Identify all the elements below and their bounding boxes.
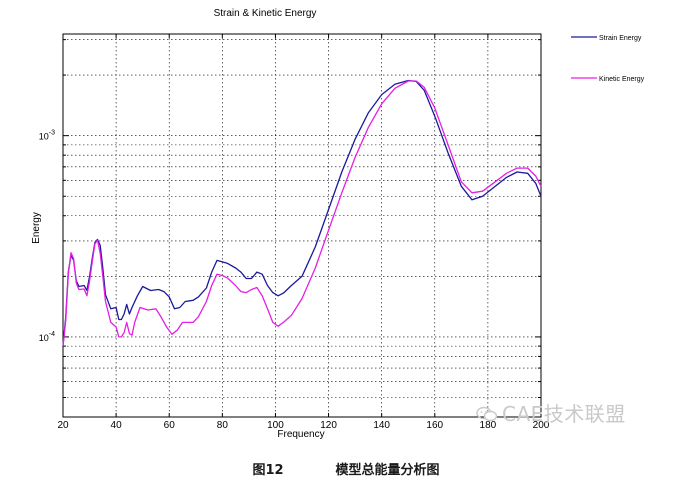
figure-title: 模型总能量分析图 <box>336 463 440 478</box>
x-tick-label: 80 <box>217 420 229 431</box>
chart-title: Strain & Kinetic Energy <box>214 8 317 19</box>
x-tick-label: 140 <box>373 420 390 431</box>
figure-caption: 图12 模型总能量分析图 <box>0 459 692 478</box>
x-tick-label: 160 <box>426 420 443 431</box>
wechat-icon <box>476 405 498 423</box>
watermark: CAE技术联盟 <box>476 398 626 427</box>
y-axis-label: Energy <box>31 212 42 244</box>
x-tick-label: 60 <box>164 420 176 431</box>
legend-label: Strain Energy <box>599 35 642 42</box>
x-tick-label: 40 <box>111 420 123 431</box>
legend-label: Kinetic Energy <box>599 76 645 83</box>
x-axis-label: Frequency <box>277 429 324 440</box>
watermark-text: CAE技术联盟 <box>502 402 626 426</box>
x-tick-label: 20 <box>57 420 69 431</box>
figure-number: 图12 <box>252 463 283 478</box>
